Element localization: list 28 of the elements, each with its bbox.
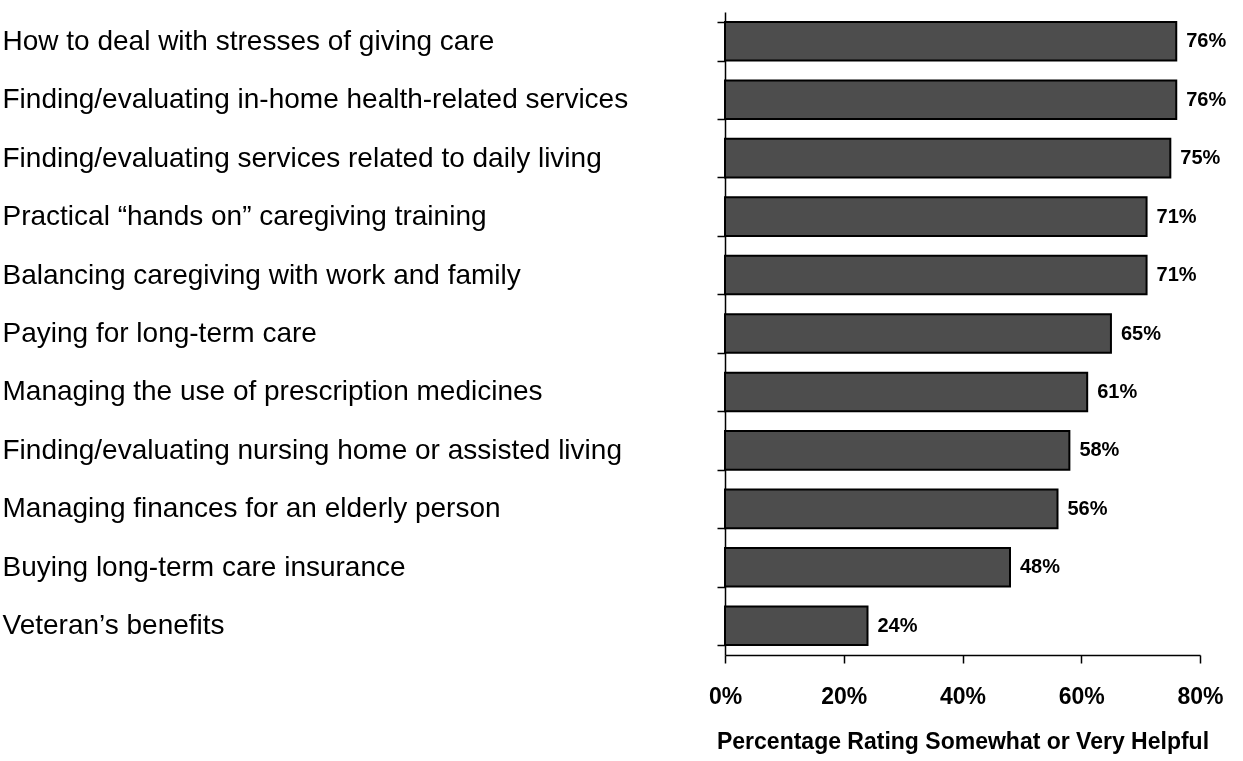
x-tick-label: 80% bbox=[1177, 682, 1224, 709]
x-tick-label: 60% bbox=[1058, 682, 1105, 709]
data-label: 71% bbox=[1156, 263, 1197, 286]
x-axis-title: Percentage Rating Somewhat or Very Helpful bbox=[716, 727, 1210, 754]
y-tick-label: Veteran’s benefits bbox=[2, 609, 225, 641]
data-label: 65% bbox=[1120, 321, 1162, 344]
data-label: 58% bbox=[1079, 438, 1120, 461]
data-label: 61% bbox=[1097, 379, 1138, 402]
data-label: 76% bbox=[1186, 87, 1227, 110]
x-tick-label: 40% bbox=[939, 682, 987, 709]
y-tick-label: Balancing caregiving with work and family bbox=[2, 258, 521, 290]
y-tick-label: How to deal with stresses of giving care bbox=[2, 24, 495, 56]
data-label: 75% bbox=[1180, 146, 1221, 169]
y-tick-label: Managing the use of prescription medicines bbox=[2, 375, 543, 407]
data-label: 76% bbox=[1186, 29, 1227, 52]
data-label: 56% bbox=[1067, 496, 1108, 519]
y-tick-label: Practical “hands on” caregiving training bbox=[2, 200, 487, 232]
y-tick-label: Finding/evaluating in-home health-related services bbox=[2, 83, 629, 115]
y-tick-label: Managing finances for an elderly person bbox=[2, 492, 501, 524]
y-tick-label: Paying for long-term care bbox=[2, 317, 317, 348]
x-tick-label: 0% bbox=[708, 682, 743, 709]
y-tick-label: Buying long-term care insurance bbox=[2, 550, 406, 582]
y-tick-label: Finding/evaluating nursing home or assisted living bbox=[2, 433, 622, 465]
y-tick-label: Finding/evaluating services related to daily living bbox=[2, 141, 602, 173]
x-tick-label: 20% bbox=[821, 682, 868, 709]
data-label: 71% bbox=[1156, 204, 1197, 227]
data-label: 48% bbox=[1020, 555, 1061, 578]
data-label: 24% bbox=[877, 613, 918, 636]
